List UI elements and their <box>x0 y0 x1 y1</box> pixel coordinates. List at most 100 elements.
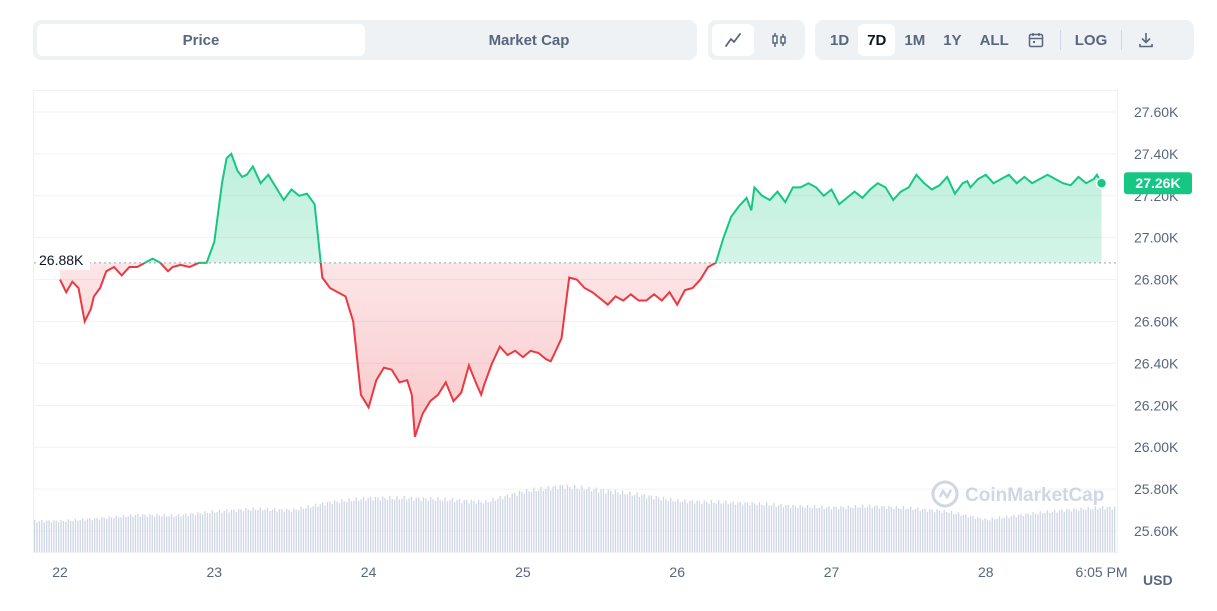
volume-bar <box>588 486 590 552</box>
volume-bar <box>542 490 545 552</box>
volume-bar <box>540 486 542 552</box>
reference-label: 26.88K <box>39 252 84 268</box>
range-1d-button[interactable]: 1D <box>830 31 850 49</box>
volume-bar <box>427 501 429 552</box>
last-price-badge <box>1124 172 1192 195</box>
volume-bar <box>430 497 432 552</box>
volume-bar <box>386 500 389 552</box>
x-tick-label: 23 <box>207 564 223 580</box>
volume-bar <box>862 504 864 552</box>
volume-bar <box>924 508 926 552</box>
volume-bar <box>432 499 434 552</box>
volume-bar <box>521 491 523 552</box>
volume-bar <box>1102 506 1104 552</box>
volume-bar <box>230 510 233 552</box>
range-7d-button[interactable]: 7D <box>858 24 896 56</box>
volume-bar <box>907 509 909 552</box>
volume-bar <box>504 496 506 552</box>
volume-bar <box>893 509 895 552</box>
volume-bar <box>910 506 912 552</box>
volume-bar <box>346 502 348 552</box>
volume-bar <box>523 493 525 552</box>
line-chart-button[interactable] <box>712 24 754 56</box>
volume-bar <box>372 500 374 552</box>
volume-bar <box>302 508 305 552</box>
volume-bar <box>734 504 737 552</box>
volume-bar <box>295 509 297 552</box>
volume-bar <box>490 501 492 552</box>
volume-bar <box>823 509 825 552</box>
volume-bar <box>974 518 977 552</box>
volume-bar <box>581 485 583 552</box>
volume-bar <box>281 509 283 552</box>
volume-bar <box>218 509 221 552</box>
chart-style-switch <box>708 20 805 60</box>
volume-bar <box>773 503 775 552</box>
candlestick-button[interactable] <box>758 24 800 56</box>
y-tick-label: 26.60K <box>1134 314 1179 330</box>
volume-bar <box>845 508 847 552</box>
volume-bar <box>370 496 372 552</box>
chart-toolbar: Price Market Cap 1D 7D 1M 1Y ALL LOG <box>33 20 1194 60</box>
range-1y-button[interactable]: 1Y <box>943 31 962 49</box>
tab-market-cap[interactable]: Market Cap <box>488 31 570 49</box>
volume-bar <box>967 517 969 552</box>
volume-bar <box>163 514 165 552</box>
download-button[interactable] <box>1128 24 1164 56</box>
volume-bar <box>850 507 852 552</box>
volume-bar <box>1020 514 1022 552</box>
volume-bar <box>127 516 129 552</box>
volume-bar <box>70 520 72 552</box>
volume-bar <box>115 515 117 552</box>
volume-bar <box>451 498 453 552</box>
volume-bar <box>415 497 417 552</box>
volume-bar <box>650 495 653 552</box>
volume-bar <box>1104 509 1106 552</box>
volume-bar <box>977 517 979 552</box>
volume-bar <box>799 505 801 552</box>
volume-bar <box>264 509 266 552</box>
volume-bar <box>36 522 38 552</box>
x-tick-label: 6:05 PM <box>1075 564 1127 580</box>
volume-bar <box>518 490 521 552</box>
volume-bar <box>535 491 537 552</box>
volume-bar <box>233 509 235 552</box>
volume-bar <box>298 510 300 552</box>
volume-bar <box>970 516 972 552</box>
volume-bar <box>142 514 144 552</box>
log-scale-button[interactable]: LOG <box>1074 31 1108 49</box>
volume-bar <box>46 520 48 552</box>
volume-bar <box>420 500 422 552</box>
candlestick-icon <box>772 33 786 47</box>
volume-bar <box>682 501 684 552</box>
volume-bar <box>1001 518 1003 552</box>
toolbar-divider <box>1121 30 1123 50</box>
volume-bar <box>514 493 516 552</box>
volume-bar <box>994 519 996 552</box>
volume-bar <box>1097 509 1099 552</box>
volume-bar <box>374 497 377 552</box>
volume-bar <box>365 500 367 552</box>
y-tick-label: 25.60K <box>1134 523 1179 539</box>
volume-bar <box>41 520 43 552</box>
volume-bar <box>1056 512 1058 552</box>
volume-bar <box>482 503 485 552</box>
volume-bar <box>240 509 242 552</box>
volume-bar <box>538 490 540 552</box>
volume-bar <box>526 488 528 552</box>
volume-bar <box>250 510 252 552</box>
volume-bar <box>1008 517 1010 552</box>
volume-bar <box>1027 513 1029 552</box>
date-picker-button[interactable] <box>1018 24 1054 56</box>
volume-bar <box>938 510 941 552</box>
volume-bar <box>955 513 957 552</box>
volume-bar <box>134 515 137 552</box>
range-all-button[interactable]: ALL <box>979 31 1009 49</box>
tab-price[interactable]: Price <box>37 24 365 56</box>
time-range-switch: 1D 7D 1M 1Y ALL LOG <box>815 20 1194 60</box>
volume-bar <box>749 505 751 552</box>
volume-bar <box>156 514 158 552</box>
range-1m-button[interactable]: 1M <box>904 31 926 49</box>
volume-bar <box>806 505 809 552</box>
